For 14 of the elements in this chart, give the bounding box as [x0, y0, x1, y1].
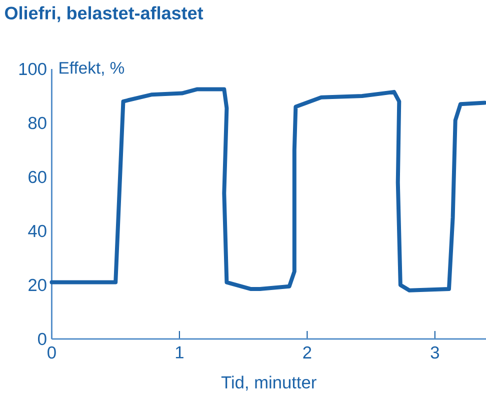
- y-tick-label: 80: [28, 116, 46, 130]
- x-tick-label: 0: [48, 346, 56, 359]
- x-tick-label: 3: [430, 346, 439, 359]
- line-series: [50, 87, 486, 292]
- y-tick-label: 20: [28, 278, 46, 292]
- chart-title: Oliefri, belastet-aflastet: [5, 6, 204, 22]
- x-tick-label: 1: [176, 346, 184, 358]
- y-tick-label: 0: [38, 332, 46, 346]
- y-tick-label: 100: [19, 62, 46, 76]
- x-axis-title: Tid, minutter: [221, 376, 316, 391]
- y-tick-label: 40: [28, 224, 46, 238]
- y-axis-title: Effekt, %: [60, 62, 124, 76]
- x-tick-label: 2: [303, 346, 312, 358]
- y-tick-label: 60: [28, 170, 46, 184]
